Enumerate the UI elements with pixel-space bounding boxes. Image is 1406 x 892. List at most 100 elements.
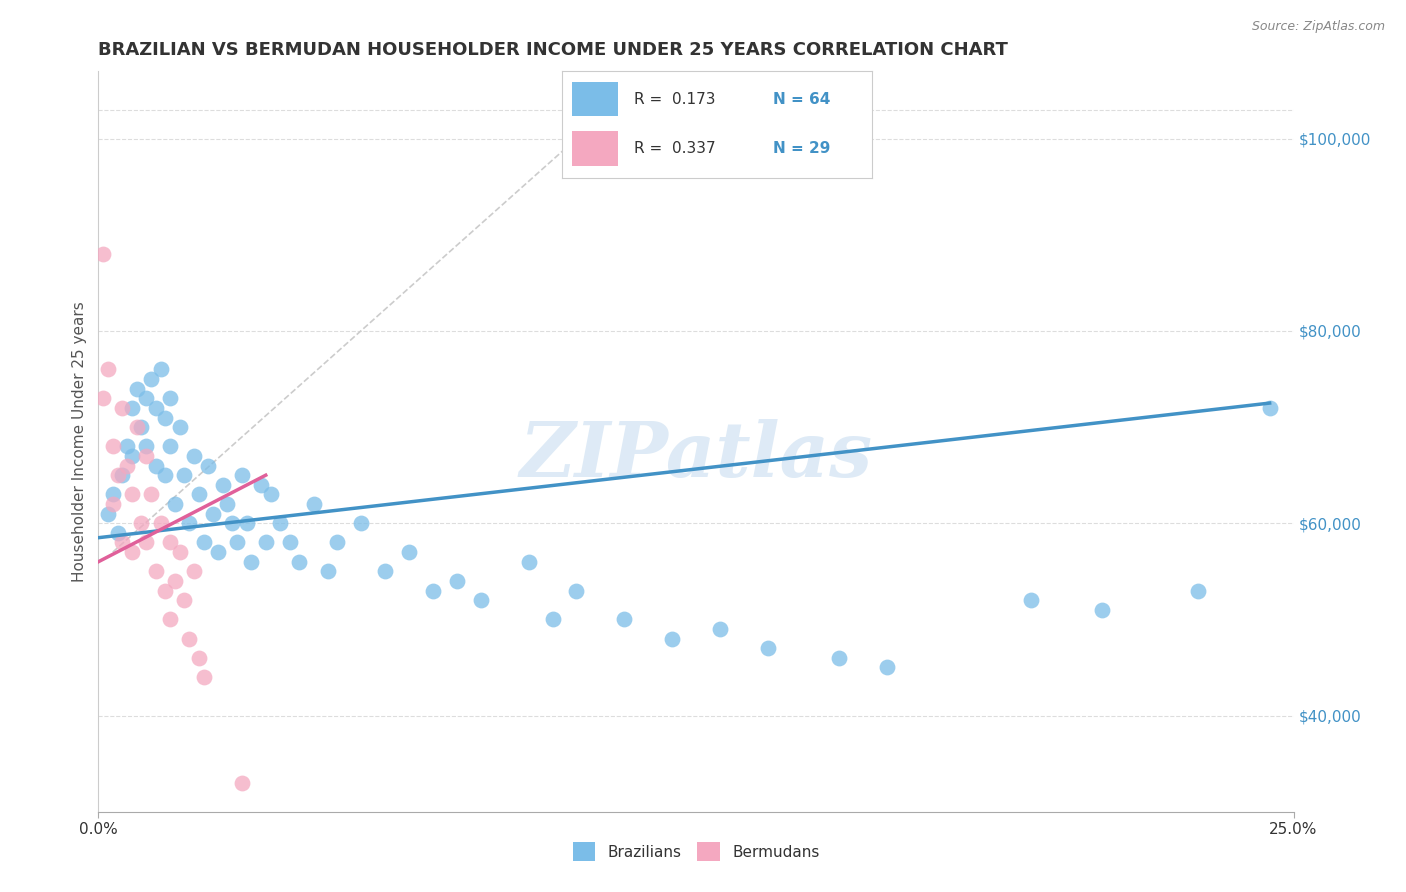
Point — [179, 516, 201, 531]
Point — [101, 439, 124, 453]
Point — [470, 593, 492, 607]
Point — [756, 641, 779, 656]
Point — [226, 535, 249, 549]
Text: BRAZILIAN VS BERMUDAN HOUSEHOLDER INCOME UNDER 25 YEARS CORRELATION CHART: BRAZILIAN VS BERMUDAN HOUSEHOLDER INCOME… — [98, 41, 1008, 59]
Point — [139, 372, 162, 386]
Text: N = 29: N = 29 — [773, 141, 830, 156]
Point — [101, 497, 124, 511]
Text: N = 64: N = 64 — [773, 92, 830, 107]
Point — [163, 497, 186, 511]
Point — [374, 565, 396, 579]
Point — [159, 612, 181, 626]
Point — [155, 468, 177, 483]
Point — [231, 468, 253, 483]
Point — [107, 525, 129, 540]
Point — [259, 487, 281, 501]
Point — [876, 660, 898, 674]
Legend: Brazilians, Bermudans: Brazilians, Bermudans — [567, 836, 825, 867]
Point — [828, 651, 851, 665]
Point — [193, 535, 215, 549]
Point — [661, 632, 683, 646]
Point — [115, 439, 138, 453]
FancyBboxPatch shape — [572, 82, 619, 116]
Point — [115, 458, 138, 473]
Point — [709, 622, 731, 636]
Point — [101, 487, 124, 501]
Point — [163, 574, 186, 588]
Point — [145, 565, 167, 579]
Point — [149, 516, 172, 531]
Point — [422, 583, 444, 598]
Point — [125, 420, 148, 434]
Point — [131, 420, 153, 434]
Point — [179, 632, 201, 646]
Point — [121, 449, 143, 463]
Point — [221, 516, 243, 531]
Point — [91, 247, 114, 261]
Point — [565, 583, 588, 598]
Point — [197, 458, 219, 473]
Point — [1258, 401, 1281, 415]
Text: Source: ZipAtlas.com: Source: ZipAtlas.com — [1251, 20, 1385, 33]
Point — [159, 535, 181, 549]
Point — [173, 593, 195, 607]
Point — [135, 449, 157, 463]
Point — [326, 535, 349, 549]
Point — [97, 507, 120, 521]
Point — [398, 545, 420, 559]
Point — [541, 612, 564, 626]
Point — [269, 516, 291, 531]
Point — [613, 612, 636, 626]
Point — [131, 516, 153, 531]
Point — [173, 468, 195, 483]
Point — [517, 555, 540, 569]
Point — [125, 382, 148, 396]
Point — [121, 487, 143, 501]
Point — [155, 583, 177, 598]
Point — [111, 401, 134, 415]
Point — [145, 401, 167, 415]
Point — [183, 565, 205, 579]
Point — [1091, 603, 1114, 617]
Point — [235, 516, 257, 531]
Point — [97, 362, 120, 376]
Point — [207, 545, 229, 559]
Point — [202, 507, 225, 521]
Point — [107, 468, 129, 483]
Point — [193, 670, 215, 684]
Text: ZIPatlas: ZIPatlas — [519, 419, 873, 493]
Y-axis label: Householder Income Under 25 years: Householder Income Under 25 years — [72, 301, 87, 582]
Point — [254, 535, 277, 549]
Point — [446, 574, 468, 588]
Point — [155, 410, 177, 425]
Point — [121, 545, 143, 559]
Point — [169, 420, 191, 434]
Point — [183, 449, 205, 463]
Point — [111, 535, 134, 549]
Point — [350, 516, 373, 531]
Point — [302, 497, 325, 511]
Point — [288, 555, 311, 569]
Point — [316, 565, 339, 579]
Point — [135, 439, 157, 453]
Point — [149, 362, 172, 376]
Text: R =  0.173: R = 0.173 — [634, 92, 716, 107]
Point — [187, 651, 209, 665]
Point — [135, 535, 157, 549]
Point — [240, 555, 263, 569]
Point — [1019, 593, 1042, 607]
Text: R =  0.337: R = 0.337 — [634, 141, 716, 156]
Point — [217, 497, 239, 511]
Point — [231, 776, 253, 790]
Point — [211, 478, 233, 492]
Point — [169, 545, 191, 559]
Point — [139, 487, 162, 501]
Point — [278, 535, 301, 549]
Point — [135, 391, 157, 405]
Point — [1187, 583, 1209, 598]
FancyBboxPatch shape — [572, 131, 619, 166]
Point — [250, 478, 273, 492]
Point — [159, 391, 181, 405]
Point — [111, 468, 134, 483]
Point — [91, 391, 114, 405]
